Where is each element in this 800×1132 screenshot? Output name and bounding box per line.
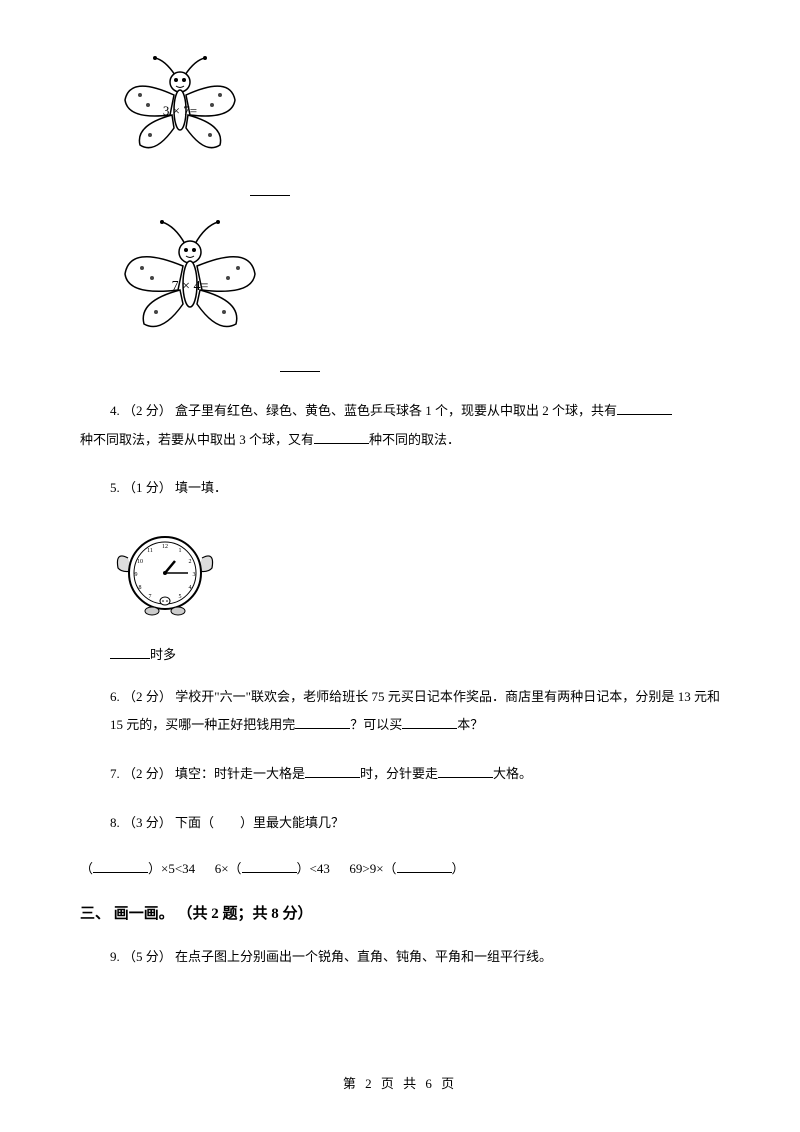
question-7: 7. （2 分） 填空：时针走一大格是 时，分针要走 大格。 bbox=[110, 760, 720, 789]
q8-points: （3 分） bbox=[123, 815, 172, 830]
question-4: 4. （2 分） 盒子里有红色、绿色、黄色、蓝色乒乓球各 1 个，现要从中取出 … bbox=[110, 397, 720, 454]
q7-text3: 大格。 bbox=[493, 766, 532, 781]
q9-text: 在点子图上分别画出一个锐角、直角、钝角、平角和一组平行线。 bbox=[175, 949, 552, 964]
butterfly-2-blank bbox=[280, 356, 720, 377]
q4-blank2[interactable] bbox=[314, 428, 369, 444]
question-6: 6. （2 分） 学校开"六一"联欢会，老师给班长 75 元买日记本作奖品．商店… bbox=[110, 683, 720, 740]
svg-text:11: 11 bbox=[147, 548, 153, 554]
svg-text:1: 1 bbox=[179, 548, 182, 554]
q7-text2: 时，分针要走 bbox=[360, 766, 438, 781]
section-3-title: 三、 画一画。 （共 2 题；共 8 分） bbox=[80, 902, 720, 923]
svg-text:5: 5 bbox=[179, 594, 182, 600]
q6-blank2[interactable] bbox=[402, 713, 457, 729]
q6-number: 6. bbox=[110, 689, 120, 704]
q6-text3: 本？ bbox=[457, 717, 483, 732]
q5-clock-label: 时多 bbox=[110, 643, 720, 663]
q5-text: 填一填． bbox=[175, 480, 227, 495]
svg-text:9: 9 bbox=[135, 572, 138, 578]
page-footer: 第 2 页 共 6 页 bbox=[0, 1073, 800, 1092]
q6-text2: ？可以买 bbox=[350, 717, 402, 732]
q7-points: （2 分） bbox=[123, 766, 172, 781]
q5-points: （1 分） bbox=[123, 480, 172, 495]
question-9: 9. （5 分） 在点子图上分别画出一个锐角、直角、钝角、平角和一组平行线。 bbox=[110, 943, 720, 972]
q8-blank1[interactable] bbox=[93, 857, 148, 873]
svg-text:3: 3 bbox=[193, 572, 196, 578]
q4-text1: 盒子里有红色、绿色、黄色、蓝色乒乓球各 1 个，现要从中取出 2 个球，共有 bbox=[175, 403, 617, 418]
q8-expressions: （）×5<34 6×（）<43 69>9×（） bbox=[80, 857, 720, 877]
svg-text:12: 12 bbox=[162, 544, 168, 550]
q7-blank2[interactable] bbox=[438, 762, 493, 778]
q8-blank3[interactable] bbox=[397, 857, 452, 873]
q4-blank1[interactable] bbox=[617, 399, 672, 415]
butterfly-image-1: 3 × 7= bbox=[110, 50, 720, 175]
q6-points: （2 分） bbox=[123, 689, 172, 704]
q4-points: （2 分） bbox=[123, 403, 172, 418]
svg-text:10: 10 bbox=[137, 559, 143, 565]
q8-text: 下面（ ）里最大能填几？ bbox=[175, 815, 344, 830]
q9-number: 9. bbox=[110, 949, 120, 964]
q7-number: 7. bbox=[110, 766, 120, 781]
butterfly-image-2: 7 × 4= bbox=[110, 216, 720, 351]
q8-blank2[interactable] bbox=[242, 857, 297, 873]
q6-blank1[interactable] bbox=[295, 713, 350, 729]
q5-number: 5. bbox=[110, 480, 120, 495]
q5-blank[interactable] bbox=[110, 643, 150, 659]
q4-text2: 种不同取法，若要从中取出 3 个球，又有 bbox=[80, 432, 314, 447]
question-5: 5. （1 分） 填一填． bbox=[110, 474, 720, 503]
q4-text3: 种不同的取法． bbox=[369, 432, 460, 447]
svg-text:3 × 7=: 3 × 7= bbox=[163, 103, 197, 118]
svg-text:7: 7 bbox=[149, 594, 152, 600]
butterfly-1-blank bbox=[250, 180, 720, 201]
q9-points: （5 分） bbox=[123, 949, 172, 964]
svg-text:4: 4 bbox=[189, 585, 192, 591]
question-8: 8. （3 分） 下面（ ）里最大能填几？ bbox=[110, 809, 720, 838]
q4-number: 4. bbox=[110, 403, 120, 418]
svg-text:7 × 4=: 7 × 4= bbox=[172, 279, 209, 294]
q7-blank1[interactable] bbox=[305, 762, 360, 778]
svg-text:2: 2 bbox=[189, 559, 192, 565]
q8-number: 8. bbox=[110, 815, 120, 830]
svg-text:8: 8 bbox=[139, 585, 142, 591]
clock-image: 12 1 2 3 4 5 7 8 9 10 11 bbox=[110, 523, 720, 628]
q7-text1: 填空：时针走一大格是 bbox=[175, 766, 305, 781]
